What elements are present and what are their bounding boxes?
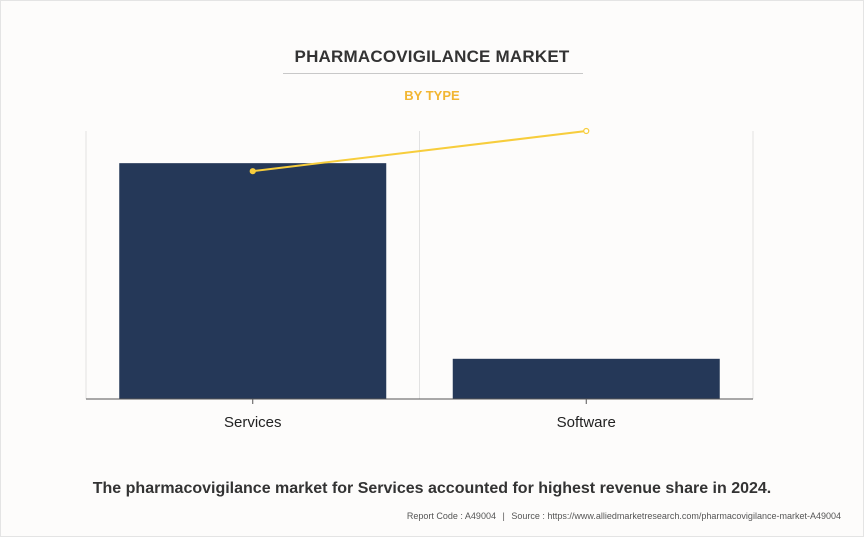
chart-subtitle: BY TYPE bbox=[404, 88, 460, 103]
bar-layer bbox=[119, 163, 720, 399]
x-tick-label-software: Software bbox=[557, 414, 616, 431]
chart-caption: The pharmacovigilance market for Service… bbox=[92, 480, 772, 497]
chart-title: PHARMACOVIGILANCE MARKET bbox=[294, 47, 570, 66]
trend-point-software bbox=[583, 127, 590, 135]
line-layer bbox=[249, 127, 590, 175]
footer-separator: | bbox=[502, 511, 505, 521]
source-url: Source : https://www.alliedmarketresearc… bbox=[511, 511, 841, 521]
label-layer: Services Software bbox=[224, 414, 616, 431]
source-footer: Report Code : A49004 | Source : https://… bbox=[407, 511, 841, 521]
x-tick-label-services: Services bbox=[224, 414, 282, 431]
trend-line bbox=[252, 130, 587, 173]
bar-software bbox=[452, 358, 720, 399]
trend-point-services bbox=[249, 168, 256, 175]
grid-layer bbox=[85, 131, 754, 399]
bar-services bbox=[119, 163, 387, 399]
report-code: Report Code : A49004 bbox=[406, 511, 496, 521]
title-divider bbox=[283, 73, 583, 74]
axis-layer bbox=[86, 398, 753, 404]
